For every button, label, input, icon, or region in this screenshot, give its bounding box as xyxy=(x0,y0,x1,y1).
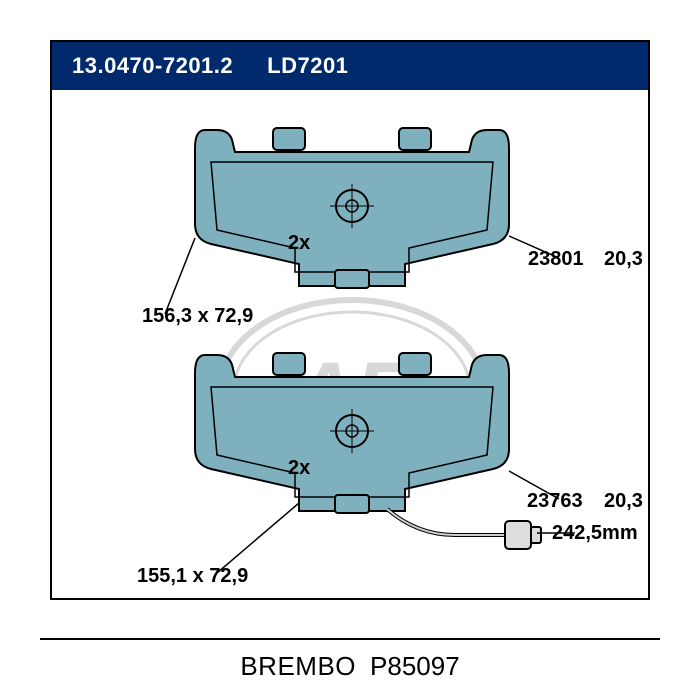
drawing-area: AE 2x 156,3 x 72,9 23801 20,3 xyxy=(52,90,648,598)
pad-top-dimensions: 156,3 x 72,9 xyxy=(142,305,253,328)
pad-top-code: 23801 xyxy=(528,248,584,271)
brake-pad-top xyxy=(187,118,517,290)
sensor-length: 242,5mm xyxy=(552,522,638,545)
caption-brand: BREMBO xyxy=(240,651,356,682)
brake-pad-bottom xyxy=(187,343,517,543)
pad-bottom-code: 23763 xyxy=(527,490,583,513)
pad-bottom-dimensions: 155,1 x 72,9 xyxy=(137,565,248,588)
pad-top-thickness: 20,3 xyxy=(604,248,643,271)
pad-top-quantity: 2x xyxy=(288,232,310,255)
header-band: 13.0470-7201.2 LD7201 xyxy=(52,42,648,90)
separator-line xyxy=(40,638,660,640)
caption: BREMBO P85097 xyxy=(0,651,700,682)
caption-part: P85097 xyxy=(370,651,460,682)
header-code: LD7201 xyxy=(267,53,348,79)
diagram-frame: 13.0470-7201.2 LD7201 AE xyxy=(50,40,650,600)
header-part-number: 13.0470-7201.2 xyxy=(72,53,233,79)
pad-bottom-quantity: 2x xyxy=(288,457,310,480)
pad-bottom-thickness: 20,3 xyxy=(604,490,643,513)
